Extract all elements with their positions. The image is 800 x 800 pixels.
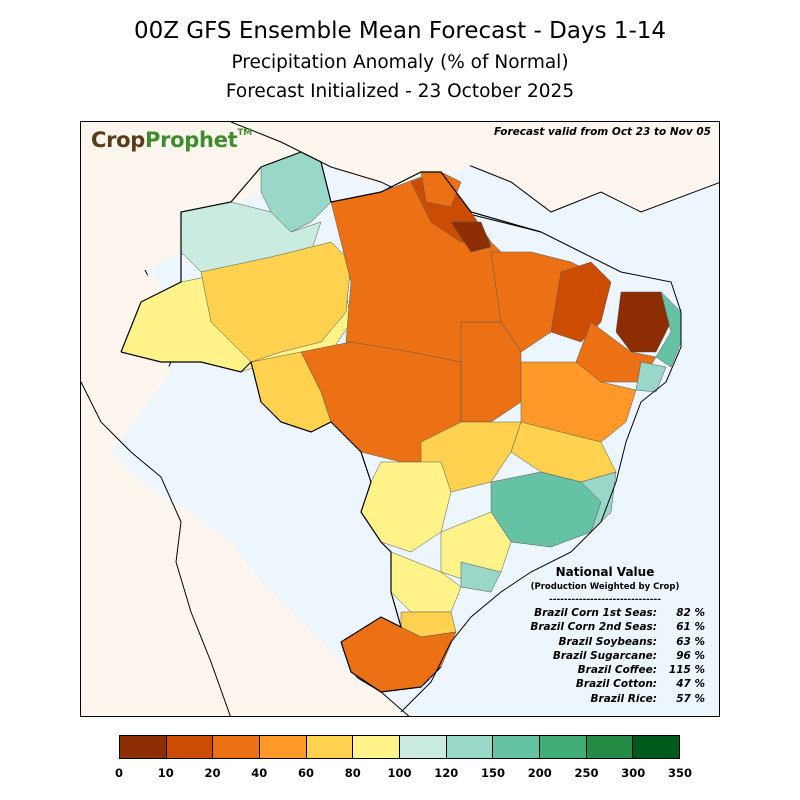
colorbar-tick-label: 200 xyxy=(527,766,552,780)
colorbar-segment xyxy=(540,736,587,758)
colorbar-segment xyxy=(120,736,167,758)
national-value-divider: ------------------------------ xyxy=(548,595,662,605)
region-ms xyxy=(360,461,452,553)
main-title: 00Z GFS Ensemble Mean Forecast - Days 1-… xyxy=(133,18,667,44)
colorbar-segment xyxy=(493,736,541,758)
colorbar-tick-label: 0 xyxy=(114,766,124,780)
national-value-number: 47 % xyxy=(676,678,705,691)
national-value-number: 57 % xyxy=(676,692,705,705)
logo-crop: Crop xyxy=(91,128,146,152)
forecast-valid-text: Forecast valid from Oct 23 to Nov 05 xyxy=(493,126,711,138)
national-value-number: 115 % xyxy=(668,664,705,677)
coastline-west xyxy=(81,381,231,716)
region-amazonas-central xyxy=(200,241,352,363)
national-value-label: Brazil Soybeans: xyxy=(558,635,658,648)
colorbar-segment xyxy=(400,736,447,758)
colorbar-segment xyxy=(586,736,634,758)
coastline-east xyxy=(400,231,682,713)
region-tocantins xyxy=(460,321,522,423)
west-land xyxy=(81,122,719,716)
brazil-border xyxy=(120,151,542,693)
colorbar-segment xyxy=(213,736,261,758)
region-sp-coast xyxy=(460,561,502,593)
map-frame: CropProphetTM Forecast valid from Oct 23… xyxy=(80,121,720,717)
logo-tm: TM xyxy=(237,128,252,138)
national-value-panel: National Value (Production Weighted by C… xyxy=(505,564,705,706)
colorbar-tick-label: 120 xyxy=(434,766,459,780)
region-ceara xyxy=(615,291,672,353)
region-piaui xyxy=(550,261,612,343)
colorbar-segment xyxy=(353,736,401,758)
colorbar-tick-label: 150 xyxy=(480,766,506,780)
colorbar-segment xyxy=(633,736,680,758)
national-value-row: Brazil Corn 1st Seas: 82 % xyxy=(505,606,705,620)
national-value-row: Brazil Soybeans: 63 % xyxy=(505,635,706,649)
init-date: Forecast Initialized - 23 October 2025 xyxy=(225,81,575,102)
colorbar-tick-label: 350 xyxy=(667,766,693,780)
colorbar-tick-label: 100 xyxy=(387,766,412,780)
title-block: 00Z GFS Ensemble Mean Forecast - Days 1-… xyxy=(0,14,800,106)
colorbar-tick-label: 80 xyxy=(344,766,361,780)
colorbar-ticks: 0 10 20 40 60 80 100 120 150 200 250 300 350 xyxy=(0,766,800,786)
colorbar-segment xyxy=(306,736,354,758)
logo-prophet: Prophet xyxy=(145,128,238,152)
national-value-row: Brazil Sugarcane: 96 % xyxy=(505,649,705,663)
colorbar-tick-label: 250 xyxy=(574,766,599,780)
colorbar-tick-label: 60 xyxy=(297,766,315,780)
national-value-row: Brazil Cotton: 47 % xyxy=(505,677,705,691)
national-value-label: Brazil Cotton: xyxy=(575,678,657,691)
colorbar-segment xyxy=(260,736,307,758)
colorbar xyxy=(119,735,680,759)
national-value-heading: National Value xyxy=(555,565,655,579)
national-value-label: Brazil Corn 1st Seas: xyxy=(534,607,657,619)
national-value-rows: Brazil Corn 1st Seas: 82 % Brazil Corn 2nd… xyxy=(505,606,705,706)
national-value-label: Brazil Corn 2nd Seas: xyxy=(530,621,657,634)
national-value-number: 96 % xyxy=(676,649,705,662)
colorbar-segment xyxy=(166,736,214,758)
brazil-precip-map xyxy=(81,122,719,716)
national-value-number: 82 % xyxy=(676,607,705,619)
subtitle: Precipitation Anomaly (% of Normal) xyxy=(231,52,569,73)
national-value-label: Brazil Sugarcane: xyxy=(552,649,657,662)
colorbar-tick-label: 40 xyxy=(251,766,268,780)
national-value-number: 61 % xyxy=(676,621,705,634)
national-value-label: Brazil Rice: xyxy=(590,692,657,705)
region-para-delta xyxy=(450,221,492,253)
colorbar-tick-label: 10 xyxy=(157,766,174,780)
national-value-row: Brazil Corn 2nd Seas: 61 % xyxy=(505,620,705,634)
national-value-row: Brazil Coffee: 115 % xyxy=(505,663,705,677)
national-value-subheading: (Production Weighted by Crop) xyxy=(530,582,680,592)
national-value-number: 63 % xyxy=(676,635,705,648)
national-value-row: Brazil Rice: 57 % xyxy=(505,692,705,706)
national-value-label: Brazil Coffee: xyxy=(577,664,657,677)
colorbar-tick-label: 20 xyxy=(204,766,221,780)
cropprophet-logo: CropProphetTM xyxy=(91,128,252,152)
colorbar-tick-label: 300 xyxy=(621,766,646,780)
region-ne-coast-2 xyxy=(635,361,667,393)
colorbar-segment xyxy=(446,736,494,758)
